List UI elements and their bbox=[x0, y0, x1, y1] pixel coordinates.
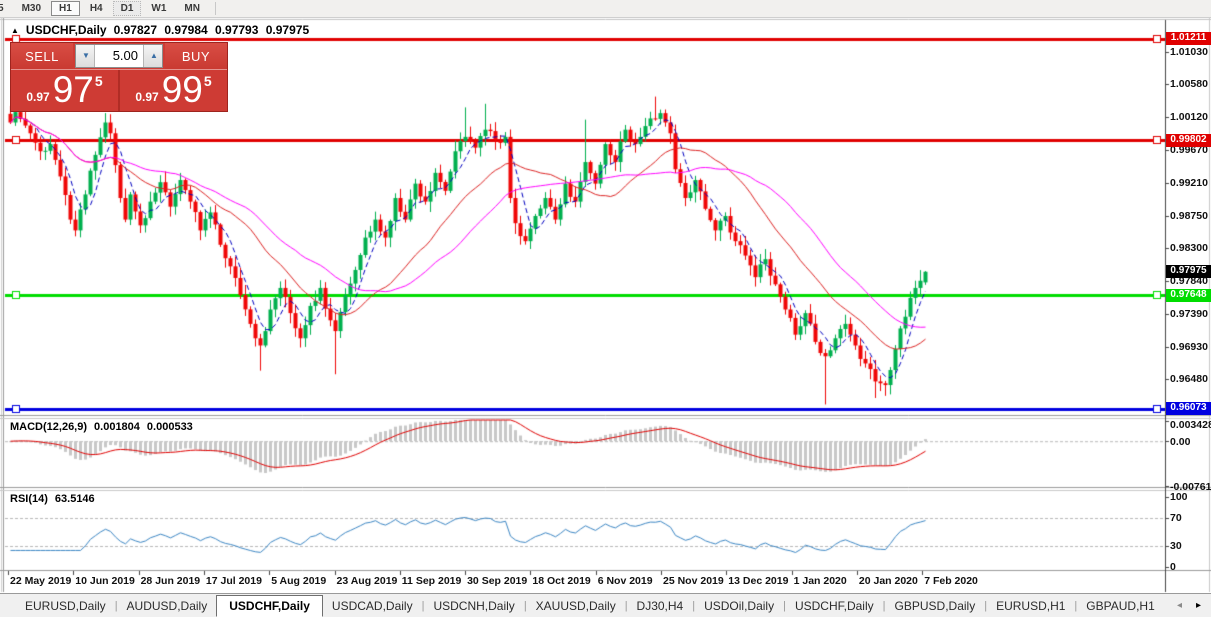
chart-tab-gbpusd-daily[interactable]: GBPUSD,Daily bbox=[894, 598, 976, 613]
tab-separator: | bbox=[421, 599, 425, 612]
chart-tab-usdcnh-daily[interactable]: USDCNH,Daily bbox=[433, 598, 515, 613]
chart-ohlc-values: 0.97827 0.97984 0.97793 0.97975 bbox=[113, 23, 310, 37]
rsi-label: RSI(14) 63.5146 bbox=[10, 493, 95, 505]
chart-tab-eurusd-h1[interactable]: EURUSD,H1 bbox=[996, 598, 1066, 613]
sell-price-pipette: 5 bbox=[94, 73, 103, 89]
symbol-marker-icon: ▲ bbox=[11, 26, 19, 35]
rsi-value: 63.5146 bbox=[54, 493, 95, 505]
chart-title: ▲ USDCHF,Daily 0.97827 0.97984 0.97793 0… bbox=[11, 23, 309, 37]
tab-separator: | bbox=[1074, 599, 1078, 612]
one-click-trading-panel: SELL ▼ 5.00 ▲ BUY 0.97 97 5 0.97 99 5 bbox=[10, 42, 228, 112]
macd-value-main: 0.001804 bbox=[94, 421, 140, 433]
chart-tab-usdcad-daily[interactable]: USDCAD,Daily bbox=[331, 598, 413, 613]
buy-price-prefix: 0.97 bbox=[135, 90, 159, 104]
tab-separator: | bbox=[882, 599, 886, 612]
timeframe-button-group: 5 M30 H1 H4 D1 W1 MN bbox=[0, 1, 209, 16]
buy-price-button[interactable]: 0.97 99 5 bbox=[118, 70, 227, 111]
timeframe-button-5[interactable]: 5 bbox=[0, 1, 12, 16]
tab-separator: | bbox=[114, 599, 118, 612]
chart-tab-usdchf-daily[interactable]: USDCHF,Daily bbox=[216, 594, 323, 617]
tab-separator: | bbox=[624, 599, 628, 612]
buy-button[interactable]: BUY bbox=[165, 43, 227, 69]
volume-decrease-button[interactable]: ▼ bbox=[76, 45, 95, 67]
chart-tab-dj30-h4[interactable]: DJ30,H4 bbox=[636, 598, 684, 613]
timeframe-button-h4[interactable]: H4 bbox=[82, 1, 111, 16]
toolbar-separator bbox=[214, 2, 216, 15]
macd-label: MACD(12,26,9) 0.001804 0.000533 bbox=[10, 421, 193, 433]
sell-price-prefix: 0.97 bbox=[26, 90, 50, 104]
chart-tab-usdchf-daily[interactable]: USDCHF,Daily bbox=[794, 598, 874, 613]
timeframe-button-h1[interactable]: H1 bbox=[51, 1, 80, 16]
chart-tab-eurusd-daily[interactable]: EURUSD,Daily bbox=[25, 598, 106, 613]
chart-symbol-label: USDCHF,Daily bbox=[25, 23, 107, 37]
buy-price-pipette: 5 bbox=[203, 73, 212, 89]
buy-price-big: 99 bbox=[161, 69, 203, 110]
timeframe-button-m30[interactable]: M30 bbox=[14, 1, 49, 16]
tab-separator: | bbox=[523, 599, 527, 612]
sell-button[interactable]: SELL bbox=[11, 43, 73, 69]
timeframe-toolbar: 5 M30 H1 H4 D1 W1 MN bbox=[0, 0, 1211, 18]
volume-input[interactable]: 5.00 bbox=[112, 48, 138, 63]
up-arrow-icon: ▲ bbox=[150, 51, 158, 60]
chart-tab-bar: EURUSD,Daily | AUDUSD,Daily USDCHF,Daily USD… bbox=[0, 593, 1211, 617]
sell-price-big: 97 bbox=[52, 69, 94, 110]
tab-scroll-left-icon[interactable]: ◂ bbox=[1176, 599, 1182, 611]
macd-value-signal: 0.000533 bbox=[146, 421, 193, 433]
sell-price-button[interactable]: 0.97 97 5 bbox=[11, 70, 118, 111]
timeframe-button-w1[interactable]: W1 bbox=[143, 1, 174, 16]
tab-separator: | bbox=[984, 599, 988, 612]
chart-tab-xauusd-daily[interactable]: XAUUSD,Daily bbox=[535, 598, 616, 613]
rsi-name: RSI(14) bbox=[10, 493, 48, 505]
chart-tab-usdoil-daily[interactable]: USDOil,Daily bbox=[704, 598, 775, 613]
chart-tab-gbpaud-h1[interactable]: GBPAUD,H1 bbox=[1086, 598, 1155, 613]
down-arrow-icon: ▼ bbox=[82, 51, 90, 60]
tab-scroll-right-icon[interactable]: ▸ bbox=[1195, 599, 1201, 611]
chart-tab-audusd-daily[interactable]: AUDUSD,Daily bbox=[126, 598, 208, 613]
volume-spinner: ▼ 5.00 ▲ bbox=[75, 44, 163, 68]
timeframe-button-mn[interactable]: MN bbox=[176, 1, 208, 16]
volume-increase-button[interactable]: ▲ bbox=[143, 45, 162, 67]
chart-tabs: EURUSD,Daily | AUDUSD,Daily USDCHF,Daily USD… bbox=[16, 594, 1164, 617]
tab-separator: | bbox=[783, 599, 786, 612]
timeframe-button-d1[interactable]: D1 bbox=[112, 1, 142, 16]
tab-scroll-controls: ◂ ▸ bbox=[1176, 599, 1211, 611]
macd-name: MACD(12,26,9) bbox=[10, 421, 88, 433]
tab-separator: | bbox=[692, 599, 696, 612]
